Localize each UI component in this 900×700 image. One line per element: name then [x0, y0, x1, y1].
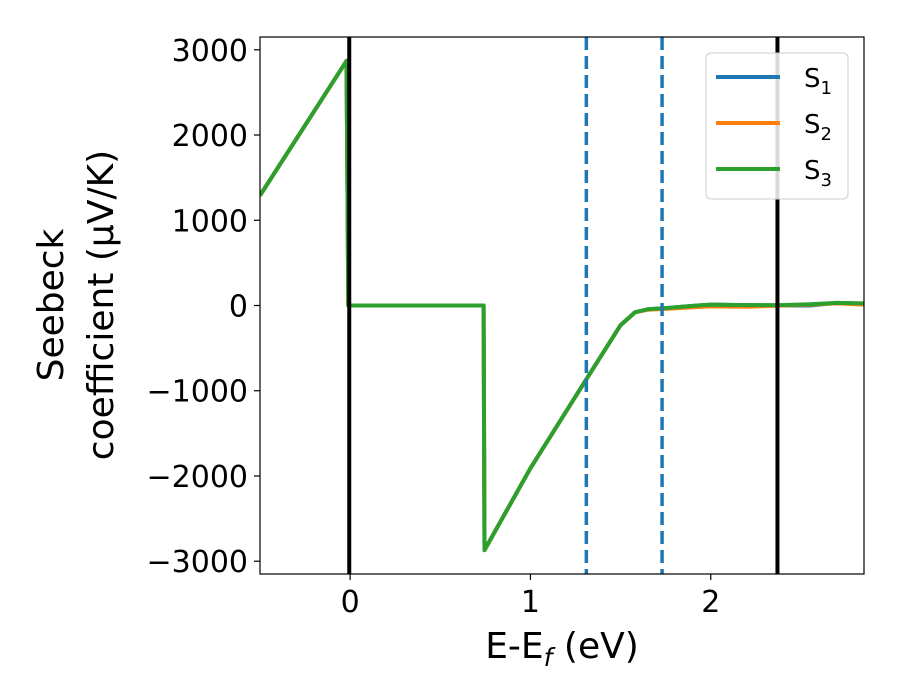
- y-tick-label: −3000: [147, 545, 248, 580]
- series-line-s3: [260, 58, 864, 553]
- x-tick-label: 0: [341, 585, 360, 620]
- y-tick-label: 0: [229, 290, 248, 325]
- y-tick-label: −1000: [147, 375, 248, 410]
- legend: S1 S2 S3: [705, 52, 849, 200]
- x-axis-title-unit: (eV): [552, 626, 638, 667]
- y-axis-title-line1: Seebeck: [31, 228, 72, 381]
- x-axis-ticks: 0 1 2: [341, 574, 720, 620]
- y-tick-label: 1000: [172, 204, 248, 239]
- y-axis-title: Seebeck coefficient (μV/K): [31, 150, 122, 460]
- y-tick-label: 2000: [172, 119, 248, 154]
- x-tick-label: 1: [521, 585, 540, 620]
- x-tick-label: 2: [701, 585, 720, 620]
- y-axis-title-line2: coefficient (μV/K): [81, 150, 122, 460]
- legend-box: [705, 52, 849, 200]
- legend-label-s1: S1: [804, 64, 832, 99]
- y-tick-label: −2000: [147, 460, 248, 495]
- y-axis-ticks: 3000 2000 1000 0 −1000 −2000 −3000: [147, 34, 260, 580]
- series-lines: [260, 58, 864, 553]
- y-tick-label: 3000: [172, 34, 248, 69]
- legend-label-s2: S2: [804, 110, 832, 145]
- x-axis-title-main: E-E: [485, 626, 543, 667]
- x-axis-title: E-Ef (eV): [485, 626, 639, 672]
- legend-label-s3: S3: [804, 156, 832, 191]
